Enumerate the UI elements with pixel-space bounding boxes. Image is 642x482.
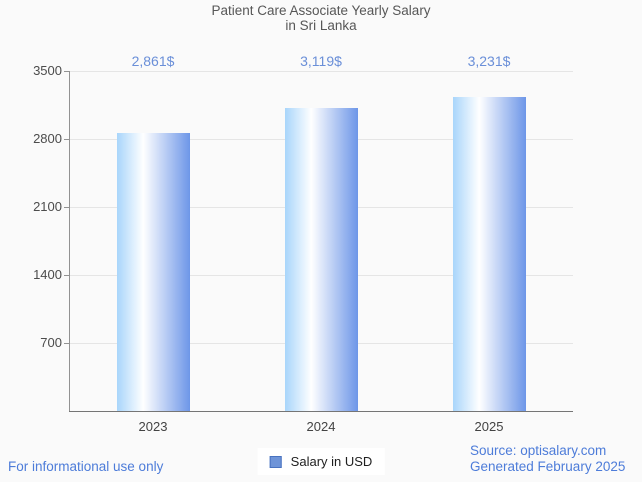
y-axis-line (69, 71, 70, 411)
y-axis-tick (64, 343, 69, 344)
generated-text: Generated February 2025 (470, 459, 626, 474)
x-tick-label: 2024 (306, 419, 336, 434)
x-tick-label: 2025 (474, 419, 504, 434)
y-axis-tick (64, 71, 69, 72)
y-tick-label: 700 (40, 335, 62, 350)
source-block: Source: optisalary.com Generated Februar… (470, 443, 625, 475)
legend-swatch-icon (269, 455, 282, 468)
legend-label: Salary in USD (290, 454, 373, 469)
y-axis-tick (64, 139, 69, 140)
bar-value-label: 3,119$ (300, 53, 342, 69)
y-tick-label: 2800 (33, 131, 62, 146)
bar-value-label: 2,861$ (131, 53, 175, 69)
x-axis-baseline (69, 411, 573, 412)
chart-title-line-1: Patient Care Associate Yearly Salary (211, 3, 431, 18)
legend: Salary in USD (257, 448, 385, 475)
plot-area: 2,861$ 2023 3,119$ 2024 3,231$ 2025 (64, 53, 573, 434)
source-link[interactable]: Source: optisalary.com (470, 443, 607, 458)
bar-2024[interactable] (285, 108, 358, 411)
y-axis-tick (64, 207, 69, 208)
y-axis-tick (64, 275, 69, 276)
y-tick-label: 3500 (33, 63, 62, 78)
y-tick-label: 1400 (33, 267, 62, 282)
chart-title: Patient Care Associate Yearly Salary in … (0, 3, 642, 33)
x-tick-label: 2023 (138, 419, 168, 434)
bar-2025[interactable] (453, 97, 526, 411)
disclaimer-text: For informational use only (8, 459, 164, 474)
bar-value-label: 3,231$ (467, 53, 511, 69)
bar-2023[interactable] (117, 133, 190, 411)
gridline (69, 71, 573, 72)
y-tick-label: 2100 (33, 199, 62, 214)
chart-title-line-2: in Sri Lanka (285, 17, 357, 33)
